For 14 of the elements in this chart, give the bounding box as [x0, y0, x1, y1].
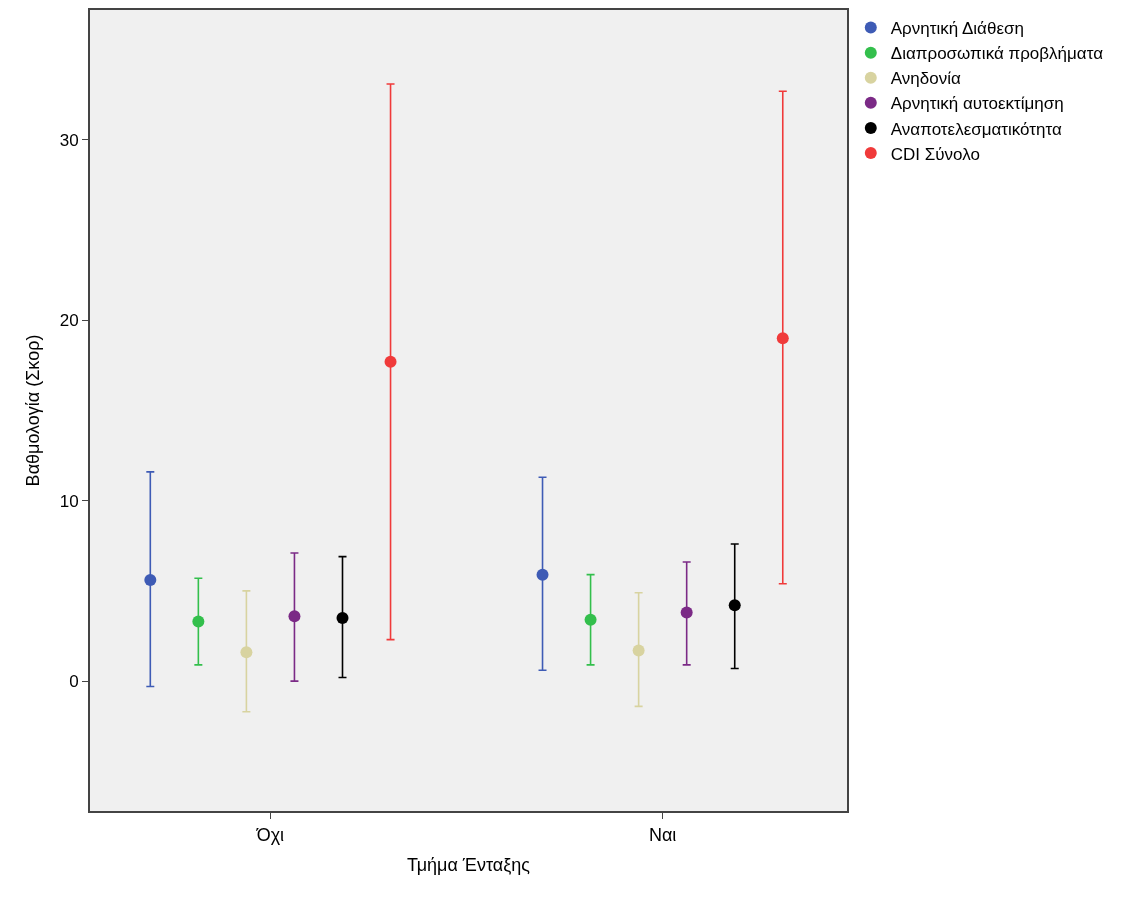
y-tick-label: 0: [69, 672, 79, 692]
legend-label: CDI Σύνολο: [890, 144, 980, 164]
x-tick-label: Ναι: [648, 824, 677, 845]
y-tick-label: 20: [59, 311, 79, 331]
legend-label: Ανηδονία: [890, 69, 961, 89]
x-tick-label: Όχι: [255, 824, 285, 845]
x-axis-title: Τμήμα Ένταξης: [407, 855, 531, 876]
y-tick-label: 30: [59, 130, 79, 150]
y-tick-label: 10: [59, 491, 79, 511]
y-axis-title: Βαθμολογία (Σκορ): [23, 334, 44, 487]
legend-label: Αναποτελεσματικότητα: [890, 119, 1062, 139]
legend-label: Αρνητική Διάθεση: [890, 19, 1024, 39]
legend-label: Διαπροσωπικά προβλήματα: [890, 44, 1104, 64]
legend-label: Αρνητική αυτοεκτίμηση: [890, 94, 1064, 114]
